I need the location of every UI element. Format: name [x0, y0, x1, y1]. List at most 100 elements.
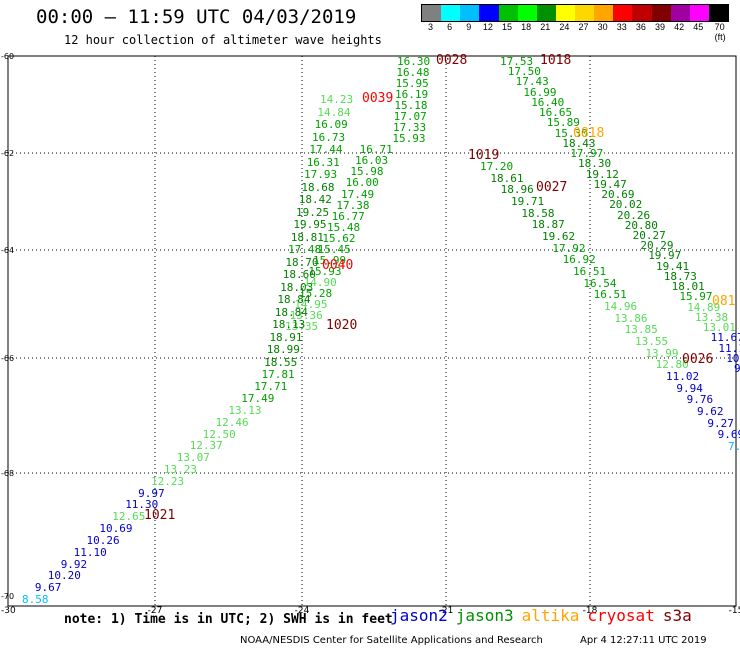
swh-value: 11.02 [666, 370, 700, 383]
swh-value: 13.01 [702, 321, 736, 335]
swh-value: 17.93 [304, 168, 338, 182]
time-label: 1021 [144, 508, 176, 523]
swh-value: 12.65 [112, 510, 146, 524]
swh-value: 14.23 [320, 93, 354, 106]
lat-tick-label: -64 [1, 246, 14, 255]
satellite-legend: jason2 jason3 altika cryosat s3a [390, 606, 700, 625]
swh-value: 11.30 [125, 498, 159, 512]
time-label: 1020 [326, 318, 358, 333]
swh-value: 15.62 [322, 231, 356, 245]
swh-value: 15.89 [546, 116, 580, 130]
swh-value: 13.07 [176, 451, 210, 465]
footer-note: note: 1) Time is in UTC; 2) SWH is in fe… [64, 612, 393, 627]
swh-value: 19.95 [293, 218, 327, 232]
legend-label: 15 [502, 22, 513, 32]
swh-value: 9.94 [676, 381, 703, 395]
swh-value: 9 [734, 362, 740, 375]
swh-value: 9.67 [34, 581, 62, 595]
legend-swatch [594, 5, 614, 21]
swh-value: 16.99 [523, 85, 557, 99]
swh-value: 10.20 [47, 569, 81, 583]
swh-value: 18.84 [277, 293, 311, 307]
legend-swatch [632, 5, 652, 21]
credit-text: NOAA/NESDIS Center for Satellite Applica… [240, 635, 543, 646]
legend-label: 9 [466, 22, 472, 32]
swh-value: 15.97 [679, 290, 713, 304]
swh-value: 12.23 [150, 474, 185, 488]
swh-value: 15.95 [395, 77, 429, 91]
swh-value: 10.1 [726, 351, 740, 365]
swh-value: 18.87 [531, 218, 565, 232]
swh-value: 9.27 [707, 416, 734, 430]
swh-value: 19.71 [511, 195, 545, 208]
swh-value: 12.80 [655, 358, 689, 372]
map-subtitle: 12 hour collection of altimeter wave hei… [64, 33, 382, 47]
swh-value: 14.95 [294, 297, 328, 311]
legend-label: 24 [559, 22, 570, 32]
swh-value: 18.91 [269, 330, 303, 344]
swh-value: 16.51 [593, 288, 627, 302]
swh-value: 20.29 [640, 239, 674, 253]
legend-label: 36 [635, 22, 646, 32]
swh-value: 18.73 [663, 269, 697, 283]
swh-value: 13.13 [228, 403, 262, 417]
swh-value: 19.25 [296, 205, 330, 219]
swh-value: 12.50 [202, 427, 236, 441]
color-scale-bar [421, 4, 729, 22]
swh-value: 20.02 [609, 198, 643, 212]
swh-value: 14.89 [687, 300, 721, 314]
satellite-legend-item: jason3 [455, 606, 514, 625]
swh-value: 18.96 [500, 183, 534, 197]
lon-tick-label: -21 [439, 606, 454, 616]
time-label: 0028 [436, 53, 468, 68]
swh-value: 15.48 [327, 220, 361, 234]
time-label: 081 [712, 294, 736, 309]
legend-swatch [422, 5, 442, 21]
swh-value: 16.73 [312, 130, 346, 144]
legend-swatch [460, 5, 480, 21]
legend-label: 70 (ft) [714, 22, 726, 42]
legend-swatch [441, 5, 461, 21]
satellite-legend-item: cryosat [587, 606, 655, 625]
swh-value: 11.67 [710, 331, 740, 345]
swh-value: 17.33 [393, 121, 427, 135]
time-label: 0818 [573, 126, 605, 141]
legend-label: 12 [482, 22, 493, 32]
swh-value: 13.85 [624, 323, 658, 337]
swh-value: 18.60 [282, 268, 316, 282]
swh-value: 18.42 [298, 193, 332, 207]
swh-value: 18.68 [301, 180, 335, 194]
swh-value: 19.12 [585, 167, 619, 181]
swh-value: 17.81 [261, 368, 295, 382]
legend-swatch [575, 5, 595, 21]
satellite-legend-item: altika [521, 606, 580, 625]
legend-swatch [651, 5, 671, 21]
legend-swatch [479, 5, 499, 21]
swh-value: 18.70 [285, 255, 319, 269]
lon-tick-label: -27 [148, 606, 163, 616]
time-label: 0026 [682, 352, 714, 367]
legend-label: 39 [655, 22, 666, 32]
timestamp-text: Apr 4 12:27:11 UTC 2019 [580, 635, 707, 646]
lat-tick-label: -60 [1, 52, 14, 61]
swh-value: 16.19 [395, 88, 429, 102]
swh-value: 18.84 [274, 305, 308, 319]
satellite-legend-item: jason2 [390, 606, 448, 625]
swh-value: 17.38 [336, 198, 370, 212]
swh-value: 14.90 [303, 275, 337, 289]
swh-value: 18.13 [272, 318, 306, 332]
swh-value: 9.92 [60, 557, 88, 571]
swh-value: 20.69 [601, 188, 635, 202]
lon-tick-label: -15 [729, 606, 740, 616]
swh-value: 18.03 [280, 280, 314, 294]
swh-value: 18.43 [562, 136, 596, 150]
swh-value: 19.97 [648, 249, 682, 263]
swh-value: 17.44 [309, 143, 343, 157]
swh-value: 20.26 [617, 208, 651, 222]
legend-swatch [689, 5, 709, 21]
swh-value: 10.26 [86, 533, 120, 547]
swh-value: 11.19 [718, 341, 740, 355]
swh-value: 17.43 [515, 75, 549, 89]
color-scale-labels: 3 6 9 12 15 18 21 24 27 30 33 36 39 42 45 70 (ft) [421, 22, 740, 42]
